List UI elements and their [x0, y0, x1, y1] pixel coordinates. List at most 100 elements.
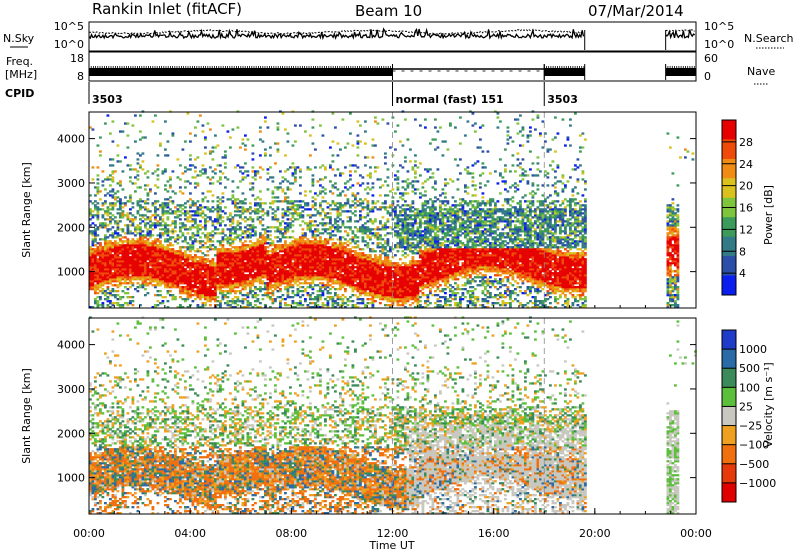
power-cell [119, 280, 122, 283]
power-cell [149, 224, 152, 227]
power-cell [371, 262, 375, 265]
power-cell [94, 268, 97, 271]
power-cell [211, 294, 215, 297]
power-cell [356, 154, 360, 157]
power-cell [321, 266, 325, 269]
power-cell [231, 232, 235, 235]
power-cell [336, 262, 340, 265]
power-cell [249, 276, 252, 279]
power-cell [229, 198, 232, 201]
power-cell [306, 270, 310, 273]
power-cell [189, 282, 192, 285]
power-cell [374, 236, 377, 239]
power-cell [346, 262, 350, 265]
power-cell [364, 284, 367, 287]
power-cell [314, 234, 317, 237]
power-cell [126, 226, 130, 229]
power-cell [146, 176, 150, 179]
power-cell [331, 224, 335, 227]
power-cell [111, 188, 115, 191]
power-cell [296, 304, 300, 307]
power-cell [329, 190, 332, 193]
power-cell [164, 184, 167, 187]
power-cell [361, 298, 365, 301]
power-cell [309, 190, 312, 193]
power-cell [201, 280, 205, 283]
cpid-entry: 3503 [92, 93, 123, 106]
power-cell [344, 284, 347, 287]
power-cell [209, 264, 212, 267]
power-cell [141, 270, 145, 273]
power-cell [369, 218, 372, 221]
power-cell [364, 276, 367, 279]
power-cell [224, 272, 227, 275]
power-cell [209, 278, 212, 281]
power-cell [271, 202, 275, 205]
power-cell [91, 272, 95, 275]
power-cell [196, 234, 200, 237]
power-cell [271, 272, 275, 275]
power-cell [204, 304, 207, 307]
power-cell [164, 226, 167, 229]
power-cell [261, 224, 265, 227]
power-cell [194, 262, 197, 265]
power-cell [336, 252, 340, 255]
power-cell [161, 300, 165, 303]
power-cell [356, 240, 360, 243]
power-cell [309, 208, 312, 211]
power-cell [194, 182, 197, 185]
power-cell [309, 228, 312, 231]
power-cell [156, 252, 160, 255]
power-cell [229, 146, 232, 149]
power-cell [189, 220, 192, 223]
power-cell [284, 286, 287, 289]
power-cell [231, 302, 235, 305]
power-cell [94, 300, 97, 303]
power-cell [169, 248, 172, 251]
power-cell [221, 246, 225, 249]
power-cell [244, 210, 247, 213]
power-cell [279, 288, 282, 291]
power-cell [94, 290, 97, 293]
power-cell [316, 230, 320, 233]
power-cell [199, 170, 202, 173]
power-cell [96, 276, 100, 279]
power-cell [164, 252, 167, 255]
power-cell [361, 270, 365, 273]
power-cell [126, 254, 130, 257]
power-cell [211, 146, 215, 149]
power-cell [299, 274, 302, 277]
power-cell [336, 250, 340, 253]
power-cell [239, 248, 242, 251]
power-cell [129, 242, 132, 245]
power-cell [146, 184, 150, 187]
power-cell [131, 254, 135, 257]
power-cell [276, 254, 280, 257]
power-cell [199, 212, 202, 215]
power-cell [154, 264, 157, 267]
power-cell [164, 240, 167, 243]
power-cell [199, 256, 202, 259]
power-cell [336, 302, 340, 305]
power-cell [91, 276, 95, 279]
power-cell [384, 208, 387, 211]
power-cell [276, 150, 280, 153]
power-cell [211, 276, 215, 279]
power-cell [301, 274, 305, 277]
power-cell [216, 204, 220, 207]
power-cell [236, 228, 240, 231]
power-cell [196, 278, 200, 281]
power-cell [369, 274, 372, 277]
power-cell [369, 290, 372, 293]
power-cell [134, 274, 137, 277]
power-cell [141, 250, 145, 253]
power-cell [241, 260, 245, 263]
power-cell [386, 232, 390, 235]
power-cell [371, 298, 375, 301]
power-cell [169, 212, 172, 215]
power-cell [241, 280, 245, 283]
power-cell [361, 302, 365, 305]
power-cell [256, 204, 260, 207]
power-cell [366, 284, 370, 287]
power-cell [284, 252, 287, 255]
